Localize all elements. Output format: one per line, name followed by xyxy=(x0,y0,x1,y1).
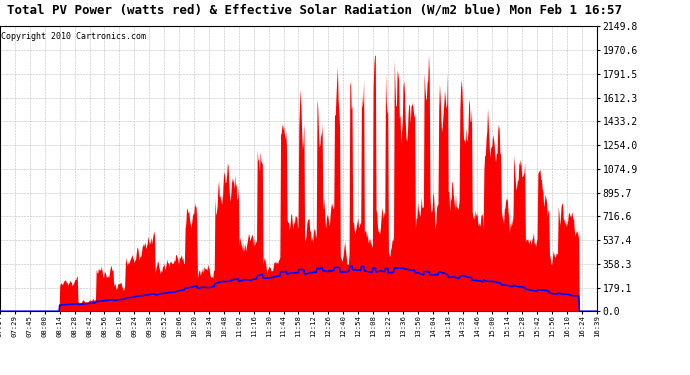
Text: Total PV Power (watts red) & Effective Solar Radiation (W/m2 blue) Mon Feb 1 16:: Total PV Power (watts red) & Effective S… xyxy=(7,4,622,17)
Text: Copyright 2010 Cartronics.com: Copyright 2010 Cartronics.com xyxy=(1,32,146,41)
